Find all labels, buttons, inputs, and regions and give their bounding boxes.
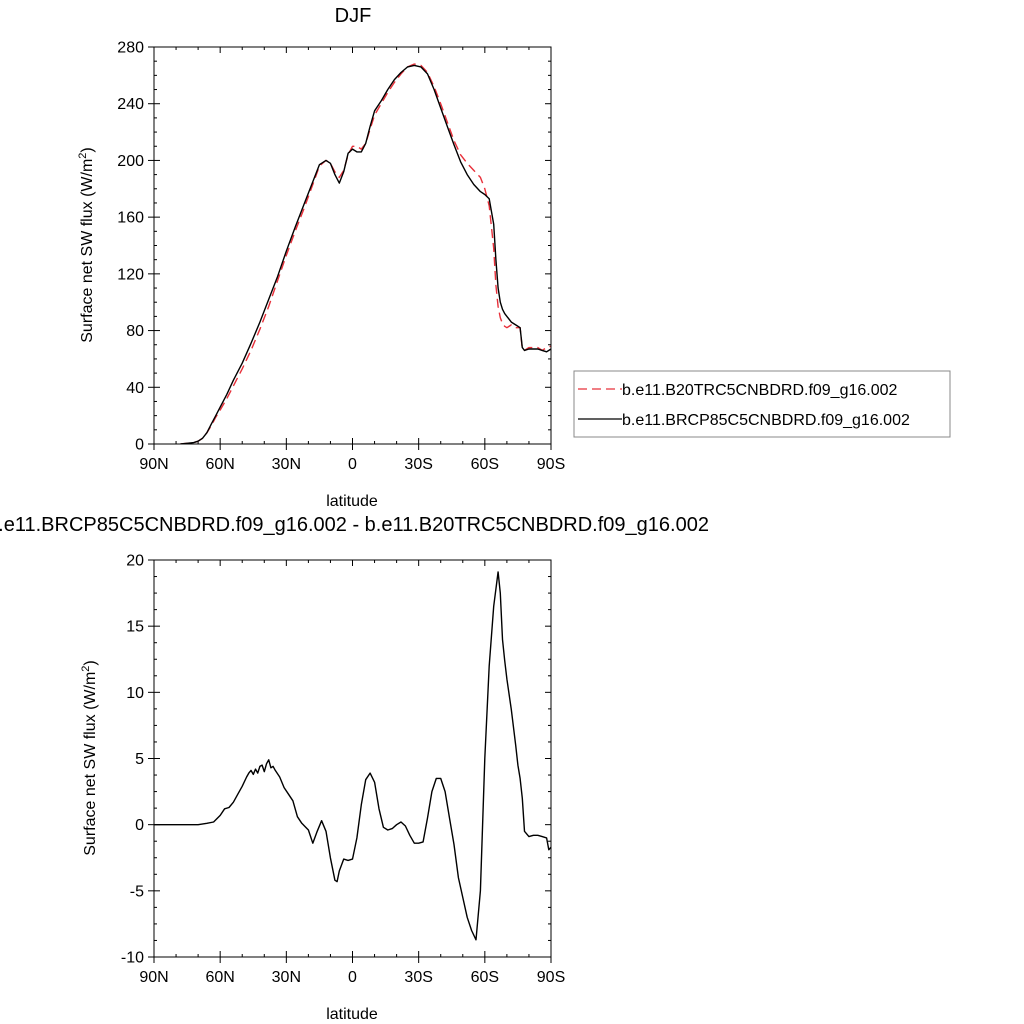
bottom-x-axis-label: latitude: [326, 1006, 378, 1023]
top-axis-ticks: [148, 46, 552, 450]
y-tick-label: 5: [135, 751, 144, 768]
top-y-axis-label-close: ): [79, 147, 96, 152]
x-tick-label: 90S: [537, 456, 565, 473]
top-chart-title: DJF: [335, 5, 372, 27]
legend-entry-historical: b.e11.B20TRC5CNBDRD.f09_g16.002: [622, 382, 898, 399]
bottom-plot-frame: [153, 559, 552, 958]
x-tick-label: 0: [348, 969, 357, 986]
bottom-y-axis-label-sup: 2: [80, 666, 92, 672]
top-y-axis-label: Surface net SW flux (W/m2): [77, 147, 96, 343]
y-tick-label: 240: [117, 96, 144, 113]
top-x-tick-labels: 90N 60N 30N 0 30S 60S 90S: [139, 456, 565, 473]
x-tick-label: 90N: [139, 456, 168, 473]
top-y-axis-label-main: Surface net SW flux (W/m: [79, 159, 96, 343]
bottom-chart-title: b.e11.BRCP85C5CNBDRD.f09_g16.002 - b.e11…: [0, 514, 709, 536]
y-tick-label: 120: [117, 266, 144, 283]
y-tick-label: 20: [126, 553, 144, 570]
bottom-y-axis-label: Surface net SW flux (W/m2): [80, 660, 99, 856]
top-plot-frame: [153, 46, 552, 445]
top-y-tick-labels: 0 40 80 120 160 200 240 280: [117, 40, 144, 454]
bottom-y-axis-label-close: ): [82, 660, 99, 665]
y-tick-label: 10: [126, 685, 144, 702]
y-tick-label: 80: [126, 323, 144, 340]
y-tick-label: 280: [117, 40, 144, 57]
y-tick-label: -5: [130, 883, 144, 900]
top-panel: DJF 0 40 80 120 160 200 240 280 90N 60N 30N 0 30S 60…: [77, 5, 565, 510]
legend-entry-rcp85: b.e11.BRCP85C5CNBDRD.f09_g16.002: [622, 412, 910, 429]
x-tick-label: 30N: [272, 969, 301, 986]
x-tick-label: 60N: [205, 456, 234, 473]
bottom-panel: b.e11.BRCP85C5CNBDRD.f09_g16.002 - b.e11…: [0, 514, 709, 1023]
y-tick-label: 200: [117, 153, 144, 170]
x-tick-label: 0: [348, 456, 357, 473]
bottom-y-tick-labels: -10 -5 0 5 10 15 20: [121, 553, 144, 967]
bottom-series-group: [154, 571, 551, 941]
y-tick-label: -10: [121, 950, 144, 967]
y-tick-label: 0: [135, 817, 144, 834]
x-tick-label: 30S: [404, 456, 432, 473]
x-tick-label: 60S: [471, 969, 499, 986]
legend-box: [573, 370, 951, 438]
x-tick-label: 30N: [272, 456, 301, 473]
top-y-axis-label-sup: 2: [77, 153, 89, 159]
top-series-line-1: [180, 64, 551, 444]
top-series-group: [180, 63, 551, 444]
x-tick-label: 90S: [537, 969, 565, 986]
y-tick-label: 160: [117, 210, 144, 227]
y-tick-label: 0: [135, 437, 144, 454]
x-tick-label: 30S: [404, 969, 432, 986]
bottom-x-tick-labels: 90N 60N 30N 0 30S 60S 90S: [139, 969, 565, 986]
bottom-y-axis-label-main: Surface net SW flux (W/m: [82, 672, 99, 856]
x-tick-label: 60N: [205, 969, 234, 986]
legend: b.e11.B20TRC5CNBDRD.f09_g16.002 b.e11.BR…: [573, 370, 951, 438]
bot-series-line-0: [154, 571, 551, 941]
x-tick-label: 90N: [139, 969, 168, 986]
top-x-axis-label: latitude: [326, 493, 378, 510]
bottom-axis-ticks: [148, 559, 552, 963]
x-tick-label: 60S: [471, 456, 499, 473]
y-tick-label: 40: [126, 380, 144, 397]
y-tick-label: 15: [126, 619, 144, 636]
top-series-line-0: [180, 63, 551, 444]
